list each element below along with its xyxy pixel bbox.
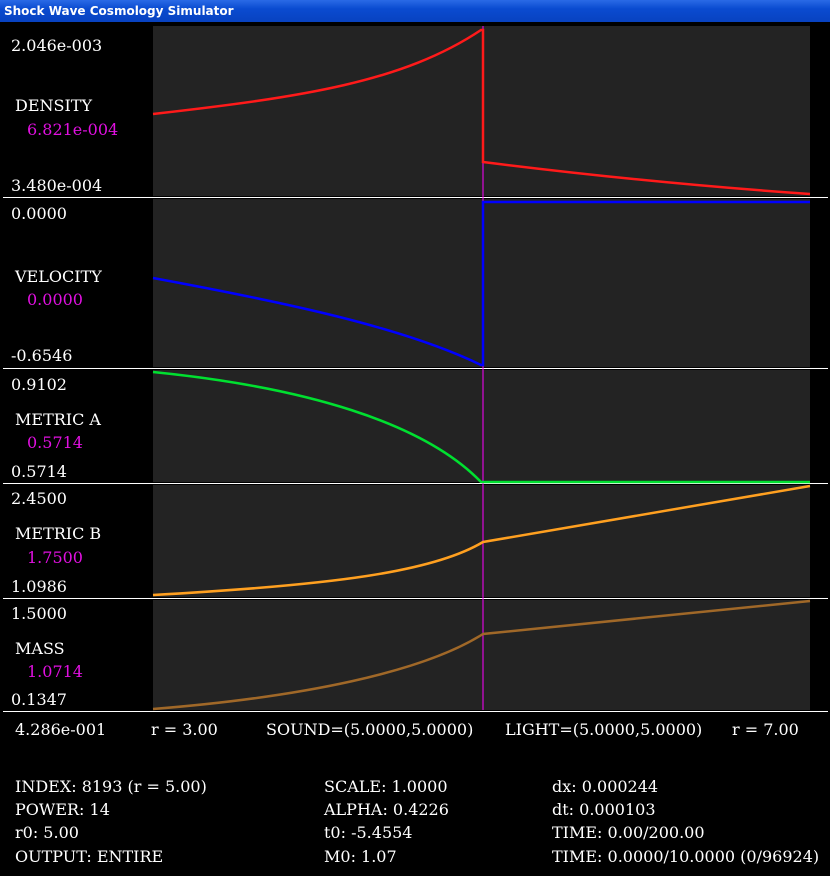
metric-b-min-value: 1.0986 — [11, 577, 67, 596]
mass-max-value: 1.5000 — [11, 604, 67, 623]
info-t0: t0: -5.4554 — [324, 823, 413, 842]
metric-b-max-value: 2.4500 — [11, 489, 67, 508]
velocity-current-value: 0.0000 — [27, 290, 83, 309]
density-max-value: 2.046e-003 — [11, 36, 103, 55]
plot-curves — [152, 26, 811, 711]
mass-curve — [152, 599, 811, 711]
panel-separator — [3, 483, 828, 484]
axis-r-start: r = 3.00 — [151, 720, 218, 739]
mass-plot-area — [153, 600, 810, 710]
density-current-value: 6.821e-004 — [27, 120, 119, 139]
metric-b-curve — [152, 484, 811, 597]
window-title: Shock Wave Cosmology Simulator — [4, 4, 234, 18]
info-power: POWER: 14 — [15, 800, 110, 819]
mass-label: MASS — [15, 639, 65, 658]
density-min-value: 3.480e-004 — [11, 176, 103, 195]
info-dx: dx: 0.000244 — [552, 777, 659, 796]
density-label: DENSITY — [15, 96, 93, 115]
density-curve — [152, 28, 811, 196]
axis-light: LIGHT=(5.0000,5.0000) — [505, 720, 703, 739]
panel-separator — [3, 598, 828, 599]
metric-a-min-value: 0.5714 — [11, 462, 67, 481]
info-time1: TIME: 0.00/200.00 — [552, 823, 705, 842]
density-plot-area — [153, 26, 810, 196]
info-r0: r0: 5.00 — [15, 823, 79, 842]
title-bar[interactable]: Shock Wave Cosmology Simulator — [0, 0, 830, 22]
info-output: OUTPUT: ENTIRE — [15, 847, 164, 866]
panel-separator — [3, 711, 828, 712]
velocity-curve — [152, 200, 810, 367]
metric-a-max-value: 0.9102 — [11, 375, 67, 394]
mass-current-value: 1.0714 — [27, 662, 83, 681]
axis-r-end: r = 7.00 — [732, 720, 799, 739]
metric-b-label: METRIC B — [15, 524, 102, 543]
metric-a-current-value: 0.5714 — [27, 433, 83, 452]
velocity-label: VELOCITY — [15, 267, 102, 286]
velocity-plot-area — [153, 199, 810, 367]
velocity-max-value: 0.0000 — [11, 204, 67, 223]
info-scale: SCALE: 1.0000 — [324, 777, 448, 796]
client-area: 2.046e-003 DENSITY 6.821e-004 3.480e-004… — [3, 22, 828, 874]
info-m0: M0: 1.07 — [324, 847, 397, 866]
panel-separator — [3, 368, 828, 369]
info-index: INDEX: 8193 (r = 5.00) — [15, 777, 207, 796]
info-alpha: ALPHA: 0.4226 — [324, 800, 449, 819]
info-dt: dt: 0.000103 — [552, 800, 656, 819]
info-time2: TIME: 0.0000/10.0000 (0/96924) — [552, 847, 820, 866]
axis-left-value: 4.286e-001 — [15, 720, 107, 739]
metric-b-current-value: 1.7500 — [27, 548, 83, 567]
axis-sound: SOUND=(5.0000,5.0000) — [266, 720, 474, 739]
panel-separator — [3, 197, 828, 198]
mass-min-value: 0.1347 — [11, 690, 67, 709]
metric-a-curve — [152, 370, 810, 484]
metric-a-label: METRIC A — [15, 410, 101, 429]
velocity-min-value: -0.6546 — [11, 346, 73, 365]
